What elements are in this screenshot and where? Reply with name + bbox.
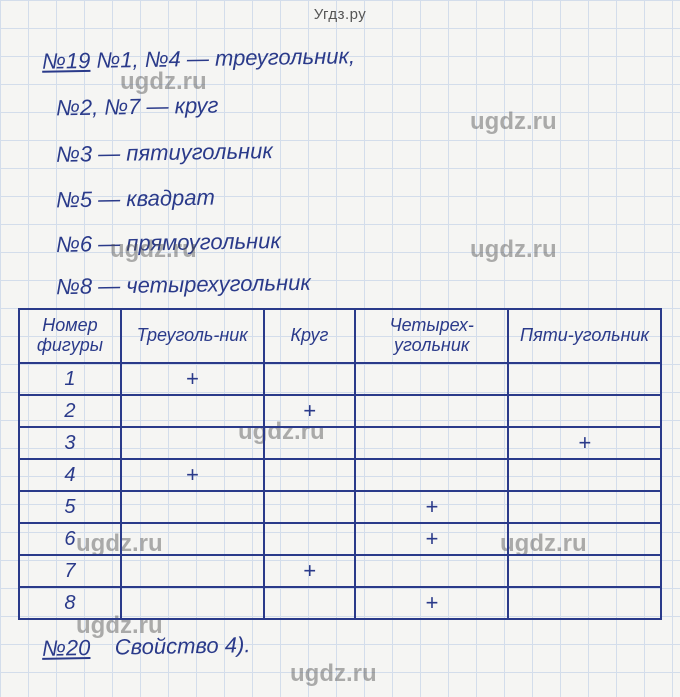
exercise-number-19: №19 [42,48,91,74]
table-row: 2+ [19,395,661,427]
table-row: 6+ [19,523,661,555]
line-6: №8 — четырехугольник [56,270,311,300]
cell-number: 6 [19,523,121,555]
table-row: 1+ [19,363,661,395]
col-header-pentagon: Пяти-угольник [508,309,661,363]
cell-mark: + [121,363,264,395]
table-row: 8+ [19,587,661,619]
table-row: 4+ [19,459,661,491]
page-header: Угдз.ру [0,6,680,23]
table: Номер фигуры Треуголь-ник Круг Четырех-у… [18,308,662,620]
cell-mark [508,555,661,587]
line-1: №19 №1, №4 — треугольник, [42,43,355,74]
cell-mark [264,491,356,523]
col-header-number: Номер фигуры [19,309,121,363]
cell-mark [508,491,661,523]
cell-mark [355,363,508,395]
cell-mark [264,587,356,619]
line-7-text: Свойство 4). [115,632,251,659]
cell-mark [508,363,661,395]
cell-mark [121,555,264,587]
cell-mark: + [508,427,661,459]
cell-mark [508,587,661,619]
cell-mark: + [121,459,264,491]
shapes-table: Номер фигуры Треуголь-ник Круг Четырех-у… [18,308,662,620]
cell-number: 7 [19,555,121,587]
cell-mark [121,523,264,555]
line-1-text: №1, №4 — треугольник, [96,43,355,73]
cell-mark [355,427,508,459]
cell-mark [355,555,508,587]
col-header-quadrilateral: Четырех-угольник [355,309,508,363]
cell-mark: + [264,395,356,427]
cell-mark: + [355,491,508,523]
line-7: №20 Свойство 4). [42,632,251,662]
cell-mark [264,459,356,491]
line-3: №3 — пятиугольник [56,138,273,168]
line-5: №6 — прямоугольник [56,228,281,258]
cell-mark [508,523,661,555]
cell-mark [264,523,356,555]
line-2: №2, №7 — круг [56,93,219,122]
cell-number: 1 [19,363,121,395]
col-header-circle: Круг [264,309,356,363]
cell-mark [121,587,264,619]
exercise-number-20: №20 [42,635,91,661]
cell-mark [508,395,661,427]
cell-number: 8 [19,587,121,619]
table-row: 5+ [19,491,661,523]
cell-mark [264,427,356,459]
cell-mark [121,395,264,427]
cell-mark: + [355,587,508,619]
cell-number: 4 [19,459,121,491]
cell-number: 2 [19,395,121,427]
cell-mark: + [355,523,508,555]
cell-mark [508,459,661,491]
table-row: 7+ [19,555,661,587]
cell-number: 5 [19,491,121,523]
col-header-triangle: Треуголь-ник [121,309,264,363]
table-row: 3+ [19,427,661,459]
cell-mark: + [264,555,356,587]
cell-mark [355,395,508,427]
cell-number: 3 [19,427,121,459]
cell-mark [355,459,508,491]
cell-mark [121,491,264,523]
table-header-row: Номер фигуры Треуголь-ник Круг Четырех-у… [19,309,661,363]
cell-mark [264,363,356,395]
line-4: №5 — квадрат [56,185,215,214]
cell-mark [121,427,264,459]
